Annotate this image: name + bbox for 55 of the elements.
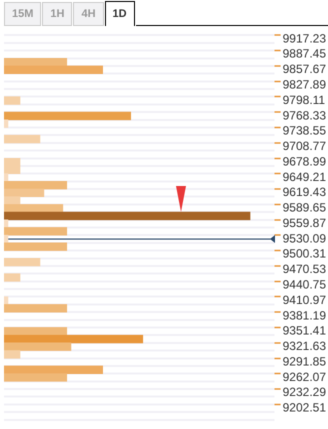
bar bbox=[4, 66, 103, 74]
text: 1H bbox=[42, 2, 72, 26]
y-tick-label: 9649.21 bbox=[282, 170, 326, 184]
bar bbox=[4, 242, 68, 251]
bar bbox=[4, 212, 250, 220]
y-tick-label: 9202.51 bbox=[282, 400, 326, 415]
y-tick-label: 9410.97 bbox=[282, 292, 326, 307]
bar bbox=[4, 273, 20, 282]
y-tick-label: 9589.65 bbox=[282, 200, 326, 215]
bar bbox=[4, 296, 8, 305]
bar bbox=[4, 334, 144, 344]
bar bbox=[4, 366, 103, 374]
y-tick-label: 9530.09 bbox=[282, 231, 326, 246]
bar bbox=[4, 134, 40, 144]
y-tick-label: 9917.23 bbox=[282, 31, 326, 46]
bar bbox=[4, 173, 8, 182]
bar bbox=[4, 196, 20, 205]
y-tick-label: 9321.63 bbox=[282, 339, 326, 354]
y-tick-label: 9768.33 bbox=[282, 108, 326, 122]
text: 1D bbox=[104, 1, 135, 26]
y-tick-label: 9798.11 bbox=[282, 92, 326, 107]
bar bbox=[4, 373, 68, 382]
text: 15M bbox=[4, 2, 42, 26]
bar bbox=[4, 188, 44, 198]
bar bbox=[4, 350, 20, 359]
y-tick-label: 9827.89 bbox=[282, 78, 326, 92]
bar bbox=[4, 327, 68, 336]
y-tick-label: 9619.43 bbox=[282, 185, 326, 200]
y-tick-label: 9381.19 bbox=[282, 308, 326, 322]
bar bbox=[4, 119, 8, 128]
y-tick-label: 9351.41 bbox=[282, 324, 326, 338]
y-tick-label: 9887.45 bbox=[282, 46, 326, 61]
y-tick-label: 9232.29 bbox=[282, 385, 326, 400]
bar bbox=[4, 258, 40, 266]
y-tick-label: 9500.31 bbox=[282, 246, 326, 261]
bar bbox=[4, 219, 8, 228]
bar bbox=[4, 181, 68, 190]
bar bbox=[4, 58, 68, 66]
bar bbox=[4, 204, 64, 212]
y-tick-label: 9559.87 bbox=[282, 216, 326, 230]
bar bbox=[4, 342, 72, 351]
y-tick-label: 9440.75 bbox=[282, 278, 326, 292]
y-tick-label: 9857.67 bbox=[282, 62, 326, 76]
bar bbox=[4, 304, 68, 312]
bar bbox=[4, 96, 20, 105]
bar bbox=[4, 227, 68, 236]
y-tick-label: 9708.77 bbox=[282, 139, 326, 154]
bar bbox=[4, 234, 8, 244]
bar bbox=[4, 112, 132, 120]
text: 4H bbox=[73, 2, 104, 26]
y-tick-label: 9291.85 bbox=[282, 354, 326, 368]
y-tick-label: 9262.07 bbox=[282, 370, 326, 384]
y-tick-label: 9738.55 bbox=[282, 124, 326, 138]
y-tick-label: 9678.99 bbox=[282, 154, 326, 168]
y-tick-label: 9470.53 bbox=[282, 262, 326, 276]
